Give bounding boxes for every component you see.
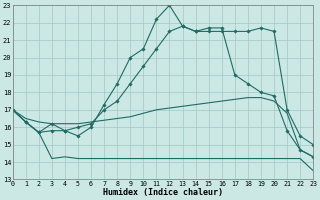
X-axis label: Humidex (Indice chaleur): Humidex (Indice chaleur): [103, 188, 223, 197]
